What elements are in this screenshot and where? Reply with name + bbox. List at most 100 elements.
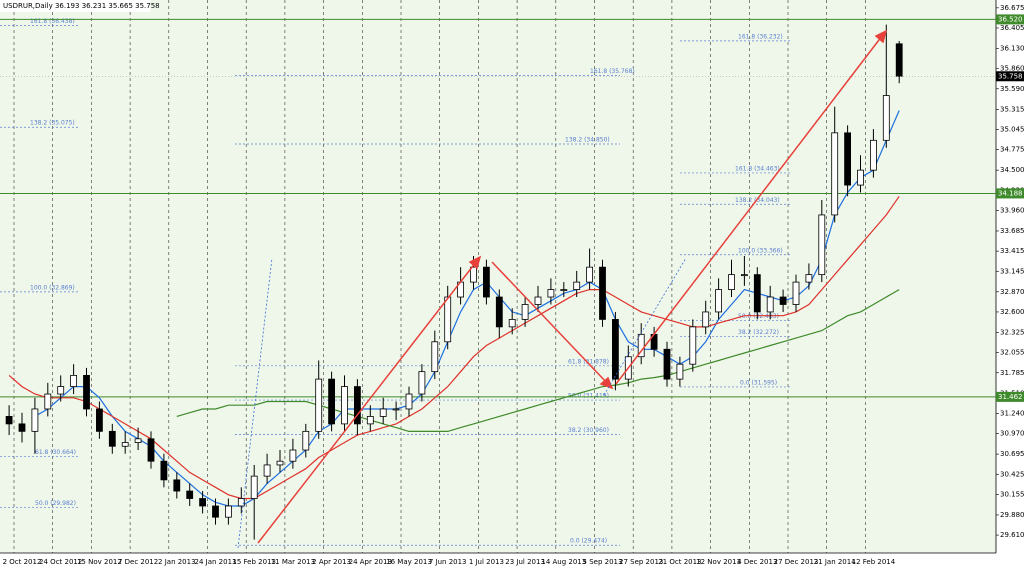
candle-body	[728, 274, 735, 290]
x-tick-label: 11 Mar 2013	[271, 558, 315, 566]
moving-average	[8, 195, 900, 500]
fib-label: 0.0 (29.474)	[570, 538, 607, 545]
candle-body	[353, 386, 361, 425]
x-tick-label: 21 Oct 2013	[658, 558, 701, 566]
y-tick-label: 35.860	[1000, 65, 1024, 73]
trend-arrows	[257, 29, 888, 544]
x-tick-label: 15 Nov 2012	[77, 558, 122, 566]
y-tick-label: 33.685	[1000, 227, 1024, 235]
y-tick-label: 31.240	[1000, 409, 1024, 417]
y-tick-label: 30.425	[1000, 470, 1024, 478]
y-tick-label: 33.415	[1000, 247, 1024, 255]
candle-body	[121, 442, 129, 447]
level-label-box	[996, 391, 1024, 402]
x-tick-label: 5 Sep 2013	[583, 558, 623, 566]
x-tick-label: 16 May 2013	[386, 558, 432, 566]
candle-body	[586, 266, 593, 283]
candle-body	[766, 296, 774, 313]
candle-body	[147, 438, 155, 462]
candle-body	[212, 505, 219, 518]
candle-body	[702, 311, 710, 328]
candle-body	[57, 386, 65, 395]
candle-body	[5, 416, 13, 425]
candle-body	[263, 464, 271, 477]
x-tick-label: 12 Nov 2013	[696, 558, 741, 566]
x-tick-label: 14 Aug 2013	[541, 558, 586, 566]
fib-label: 161.8 (36.232)	[738, 33, 783, 40]
fib-label: 61.8 (30.664)	[35, 449, 76, 456]
fib-label: 0.0 (31.595)	[740, 379, 777, 386]
fib-label: 50.0 (32.483)	[738, 313, 779, 320]
candle-body	[534, 296, 542, 305]
y-tick-label: 35.045	[1000, 125, 1024, 133]
x-tick-label: 12 Feb 2014	[852, 558, 896, 566]
fib-label: 161.8 (36.438)	[30, 18, 75, 25]
candle-body	[663, 348, 671, 380]
candle-body	[676, 363, 684, 380]
x-tick-label: 2 Jan 2013	[158, 558, 196, 566]
fib-label: 38.2 (32.272)	[738, 329, 779, 336]
fib-label: 138.2 (34.850)	[565, 137, 610, 144]
candle-body	[289, 449, 297, 462]
candle-body	[341, 386, 348, 425]
candle-body	[328, 378, 336, 425]
last-price-label: 35.758	[998, 72, 1023, 80]
level-label: 36.520	[998, 15, 1023, 23]
fib-label: 50.0 (29.982)	[35, 500, 76, 507]
candle-body	[96, 408, 103, 432]
chart-title: USDRUR,Daily 36.193 36.231 35.665 35.758	[3, 2, 160, 10]
candle-body	[831, 132, 839, 216]
candle-body	[237, 498, 245, 507]
fib-label: 38.2 (30.960)	[568, 427, 609, 434]
candle-body	[108, 430, 116, 447]
y-tick-label: 35.315	[1000, 105, 1024, 113]
level-label: 31.462	[998, 393, 1023, 401]
candle-body	[224, 505, 232, 518]
y-tick-label: 30.695	[1000, 450, 1024, 458]
candle-body	[715, 289, 722, 313]
candle-body	[741, 274, 748, 277]
x-tick-label: 27 Sep 2013	[619, 558, 663, 566]
candle-body	[818, 214, 826, 276]
y-tick-label: 32.870	[1000, 288, 1024, 296]
y-tick-label: 30.970	[1000, 430, 1024, 438]
fib-label: 161.8 (35.768)	[590, 68, 635, 75]
candle-body	[431, 341, 439, 373]
y-tick-label: 33.145	[1000, 267, 1024, 275]
y-tick-label: 32.600	[1000, 308, 1024, 316]
last-price-box	[996, 71, 1024, 82]
x-tick-label: 7 Dec 2012	[118, 558, 158, 566]
candle-body	[508, 319, 516, 328]
candle-body	[186, 490, 194, 499]
fib-label: 138.2 (35.075)	[30, 120, 75, 127]
candle-body	[405, 393, 413, 410]
x-tick-label: 4 Dec 2013	[737, 558, 777, 566]
candle-body	[444, 296, 452, 343]
x-tick-label: 2 Apr 2013	[312, 558, 351, 566]
x-tick-label: 27 Dec 2013	[774, 558, 819, 566]
candle-body	[882, 95, 890, 141]
fib-label: 100.0 (33.366)	[738, 247, 783, 254]
y-tick-label: 34.775	[1000, 146, 1024, 154]
y-tick-label: 32.055	[1000, 349, 1024, 357]
y-tick-label: 36.130	[1000, 45, 1024, 53]
candle-body	[599, 266, 606, 320]
fib-label: 50.0 (31.419)	[568, 393, 609, 400]
x-tick-label: 24 Oct 2012	[39, 558, 82, 566]
fib-label: 161.8 (34.463)	[735, 165, 780, 172]
candle-body	[779, 296, 787, 305]
level-label-box	[996, 188, 1024, 199]
y-tick-label: 29.610	[1000, 531, 1024, 539]
candle-body	[379, 408, 387, 417]
x-tick-label: 1 Jul 2013	[469, 558, 504, 566]
x-tick-label: 21 Jan 2014	[814, 558, 857, 566]
candle-body	[160, 460, 168, 481]
candle-body	[805, 274, 813, 283]
candle-body	[870, 139, 877, 171]
candle-body	[31, 408, 39, 432]
fib-label: 61.8 (31.878)	[568, 358, 609, 365]
candle-body	[521, 304, 529, 320]
x-tick-label: 7 Jun 2013	[429, 558, 467, 566]
